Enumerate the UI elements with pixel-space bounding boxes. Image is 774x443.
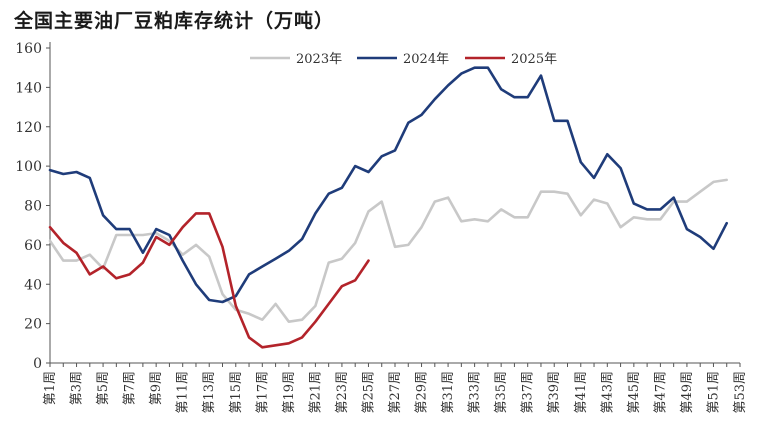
x-tick-label: 第11周 <box>176 371 191 414</box>
series-lines <box>48 66 728 349</box>
x-tick-label: 第19周 <box>282 371 297 414</box>
y-tick-label: 0 <box>33 356 42 372</box>
x-tick-label: 第53周 <box>733 371 748 414</box>
y-tick-label: 120 <box>15 120 42 136</box>
x-tick-label: 第45周 <box>627 371 642 414</box>
y-tick-label: 80 <box>24 199 42 215</box>
y-tick-label: 100 <box>15 159 42 175</box>
y-tick-label: 160 <box>15 41 42 57</box>
y-tick-label: 40 <box>24 277 42 293</box>
x-tick-label: 第3周 <box>70 371 85 405</box>
legend: 2023年 2024年 2025年 <box>250 52 557 67</box>
x-tick-label: 第31周 <box>441 371 456 414</box>
x-tick-label: 第23周 <box>335 371 350 414</box>
x-tick-label: 第43周 <box>600 371 615 414</box>
x-tick-label: 第29周 <box>415 371 430 414</box>
x-tick-label: 第21周 <box>308 371 323 414</box>
x-tick-label: 第7周 <box>123 371 138 405</box>
series-line-3 <box>48 212 370 349</box>
y-axis: 0 20 40 60 80 100 120 140 160 <box>15 41 51 372</box>
x-tick-label: 第27周 <box>388 371 403 414</box>
x-tick-label: 第13周 <box>202 371 217 414</box>
y-tick-label: 140 <box>15 80 42 96</box>
x-tick-label: 第49周 <box>680 371 695 414</box>
series-line-2 <box>48 66 728 304</box>
x-tick-label: 第47周 <box>653 371 668 414</box>
x-tick-label: 第39周 <box>547 371 562 414</box>
legend-label: 2024年 <box>403 52 449 67</box>
x-axis: 第1周 第3周 第5周 第7周 第9周 第11周 第13周 第15周 第17周 第19周 第21周第… <box>43 362 748 414</box>
x-tick-label: 第51周 <box>706 371 721 414</box>
x-tick-label: 第41周 <box>574 371 589 414</box>
x-tick-label: 第35周 <box>494 371 509 414</box>
y-tick-label: 20 <box>24 317 42 333</box>
chart-title: 全国主要油厂豆粕库存统计（万吨） <box>14 10 335 32</box>
y-tick-label: 60 <box>24 238 42 254</box>
x-tick-label: 第25周 <box>361 371 376 414</box>
x-tick-label: 第1周 <box>43 371 58 405</box>
x-tick-label: 第15周 <box>229 371 244 414</box>
x-tick-label: 第5周 <box>96 371 111 405</box>
series-line-1 <box>48 178 728 323</box>
legend-label: 2023年 <box>296 52 342 67</box>
x-tick-label: 第9周 <box>149 371 164 405</box>
legend-label: 2025年 <box>511 52 557 67</box>
x-tick-label: 第37周 <box>521 371 536 414</box>
x-tick-label: 第17周 <box>255 371 270 414</box>
x-tick-label: 第33周 <box>468 371 483 414</box>
